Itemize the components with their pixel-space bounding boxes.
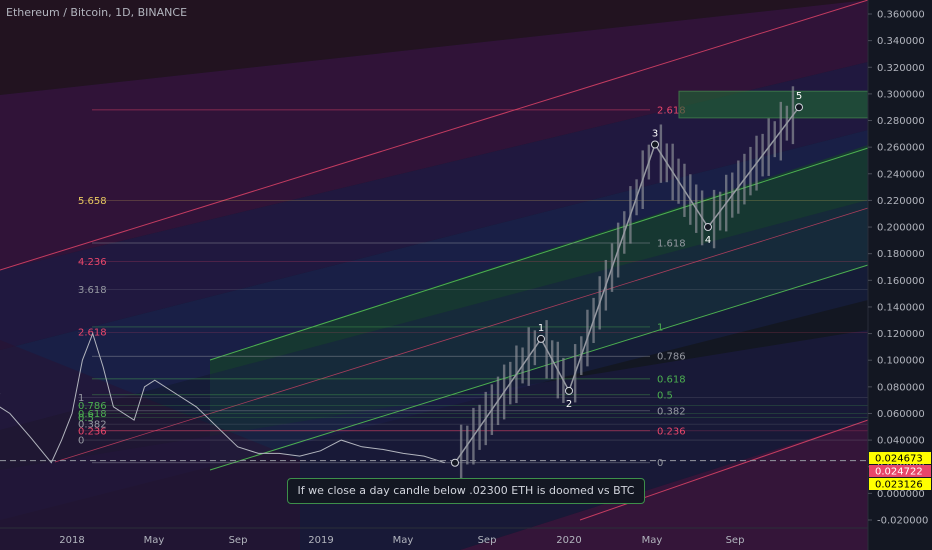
price-label-box bbox=[869, 478, 931, 490]
wave-label: 4 bbox=[705, 235, 711, 246]
wave-point bbox=[795, 103, 803, 112]
wave-label: 1 bbox=[538, 323, 544, 334]
left-fib-label: 0.618 bbox=[78, 409, 107, 420]
channel-lines bbox=[0, 0, 869, 521]
wave-point bbox=[704, 223, 712, 232]
y-tick-label: 0.320000 bbox=[877, 63, 925, 74]
wave-point bbox=[651, 140, 659, 149]
price-label-box bbox=[869, 452, 931, 464]
left-fib-label: 0.236 bbox=[78, 426, 107, 437]
y-tick-label: -0.020000 bbox=[877, 516, 928, 527]
y-tick-label: 0.200000 bbox=[877, 223, 925, 234]
y-tick-label: 0.100000 bbox=[877, 356, 925, 367]
right-fib-label: 1.618 bbox=[657, 239, 686, 250]
price-label-text: 0.024722 bbox=[875, 467, 923, 478]
wave-label: 5 bbox=[796, 91, 802, 102]
wave-point bbox=[451, 458, 459, 467]
left-fib-label: 3.618 bbox=[78, 285, 107, 296]
price-label-text: 0.024673 bbox=[875, 454, 923, 465]
chart-title: Ethereum / Bitcoin, 1D, BINANCE bbox=[6, 6, 188, 19]
y-tick-label: 0.260000 bbox=[877, 143, 925, 154]
right-fib-label: 0.618 bbox=[657, 374, 686, 385]
right-fib-label: 0.382 bbox=[657, 406, 686, 417]
fib-channel-bands bbox=[0, 0, 868, 550]
price-label-text: 0.023126 bbox=[875, 480, 923, 491]
x-axis-ticks: 2018 May Sep 2019 May Sep 2020 May Sep bbox=[59, 535, 744, 546]
annotation-box: If we close a day candle below .02300 ET… bbox=[287, 478, 645, 504]
y-tick-label: 0.340000 bbox=[877, 36, 925, 47]
y-tick-label: 0.120000 bbox=[877, 329, 925, 340]
y-tick-label: 0.300000 bbox=[877, 89, 925, 100]
x-tick-label: Sep bbox=[229, 535, 248, 546]
price-label-box bbox=[869, 465, 931, 477]
wave-point bbox=[565, 386, 573, 395]
price-labels: 0.024673 0.024722 0.023126 bbox=[869, 452, 931, 491]
x-tick-label: May bbox=[642, 535, 663, 546]
left-fib-label: 5.658 bbox=[78, 196, 107, 207]
wave-label: 2 bbox=[566, 399, 572, 410]
y-tick-label: 0.080000 bbox=[877, 382, 925, 393]
left-fib-label: 0.5 bbox=[78, 413, 94, 424]
wave-point bbox=[537, 334, 545, 343]
right-fib-label: 1 bbox=[657, 322, 663, 333]
right-fib-label: 0 bbox=[657, 458, 663, 469]
y-tick-label: 0.180000 bbox=[877, 249, 925, 260]
left-fib-label: 4.236 bbox=[78, 257, 107, 268]
y-tick-label: 0.220000 bbox=[877, 196, 925, 207]
y-tick-label: 0.040000 bbox=[877, 436, 925, 447]
y-tick-label: 0.280000 bbox=[877, 116, 925, 127]
left-fib-label: 0 bbox=[78, 436, 84, 447]
x-tick-label: 2020 bbox=[556, 535, 581, 546]
x-tick-label: Sep bbox=[726, 535, 745, 546]
left-fib-label: 0.382 bbox=[78, 420, 107, 431]
wave-labels: 1 2 3 4 5 bbox=[451, 91, 803, 467]
y-tick-label: 0.140000 bbox=[877, 302, 925, 313]
right-fib-label: 0.5 bbox=[657, 390, 673, 401]
wave-label: 3 bbox=[652, 128, 658, 139]
right-fib-label: 0.236 bbox=[657, 426, 686, 437]
right-fib-label: 2.618 bbox=[657, 105, 686, 116]
right-fib-label: 0.786 bbox=[657, 352, 686, 363]
y-tick-label: 0.160000 bbox=[877, 276, 925, 287]
y-tick-label: 0.000000 bbox=[877, 489, 925, 500]
x-tick-label: May bbox=[144, 535, 165, 546]
x-tick-label: 2018 bbox=[59, 535, 84, 546]
x-tick-label: Sep bbox=[478, 535, 497, 546]
y-tick-label: 0.360000 bbox=[877, 10, 925, 21]
elliott-wave-line bbox=[454, 106, 800, 464]
left-fib-label: 0.786 bbox=[78, 401, 107, 412]
y-tick-label: 0.240000 bbox=[877, 169, 925, 180]
y-tick-label: 0.060000 bbox=[877, 409, 925, 420]
x-tick-label: May bbox=[393, 535, 414, 546]
price-line bbox=[0, 332, 445, 464]
x-tick-label: 2019 bbox=[308, 535, 333, 546]
left-fib-label: 1 bbox=[78, 393, 84, 404]
target-zone bbox=[678, 90, 869, 119]
